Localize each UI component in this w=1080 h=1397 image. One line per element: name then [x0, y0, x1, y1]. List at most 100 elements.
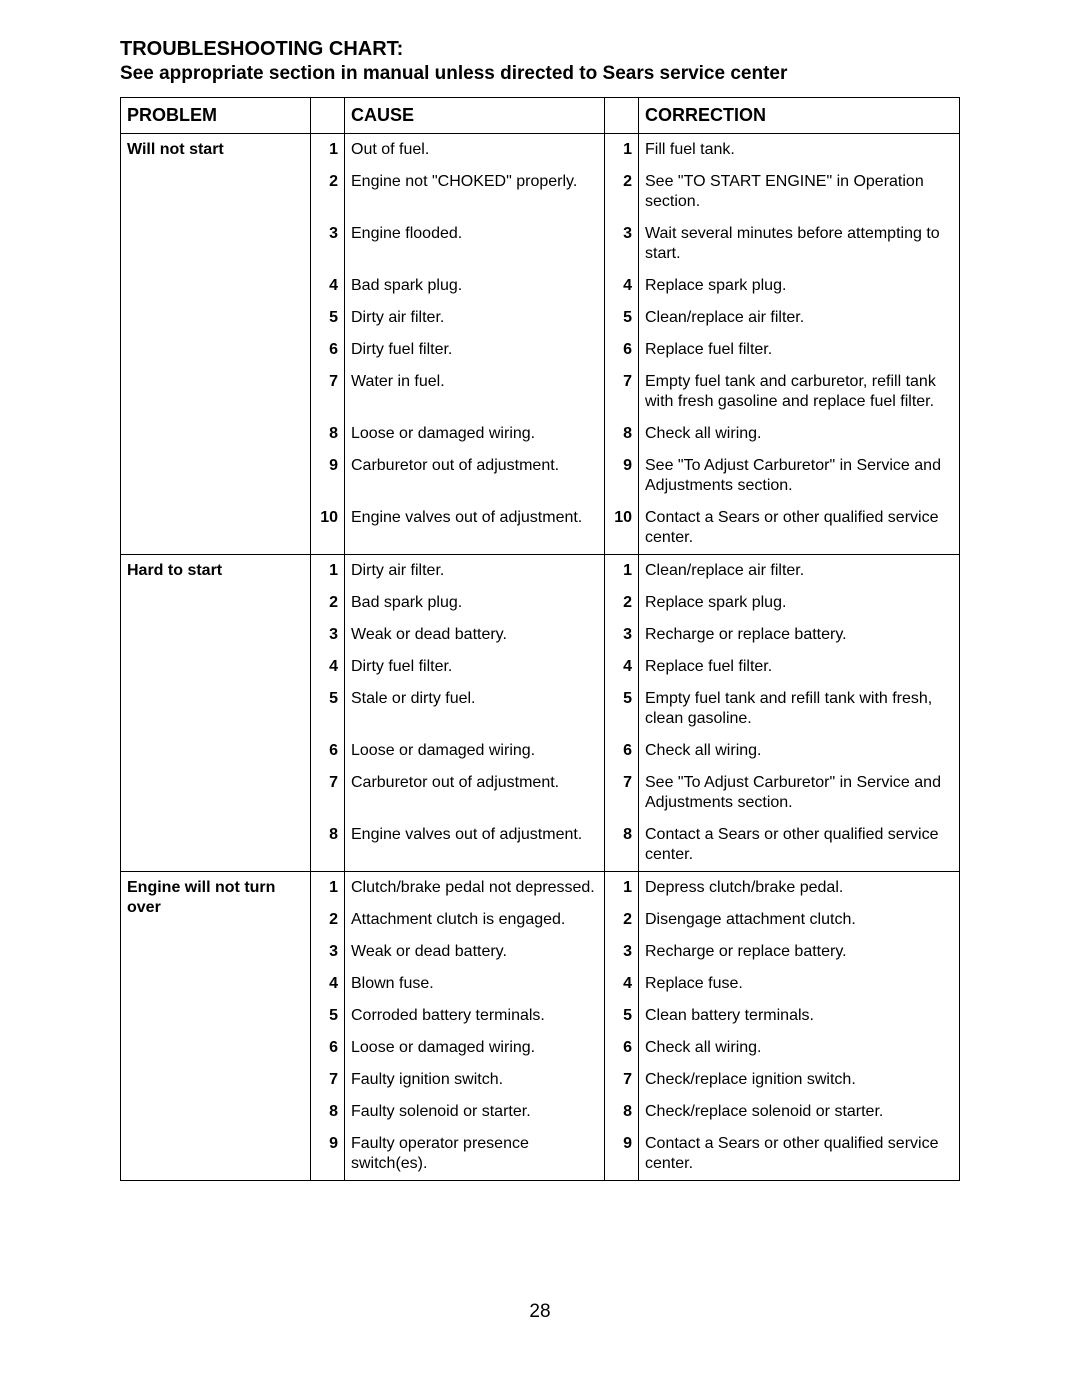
cause-number: 1 — [311, 871, 345, 904]
cause-number: 5 — [311, 1000, 345, 1032]
cause-number: 6 — [311, 1032, 345, 1064]
cause-number: 9 — [311, 1128, 345, 1181]
cause-number: 1 — [311, 554, 345, 587]
correction-number: 4 — [605, 968, 639, 1000]
cause-cell: Dirty fuel filter. — [345, 334, 605, 366]
cause-cell: Blown fuse. — [345, 968, 605, 1000]
cause-cell: Faulty operator presence switch(es). — [345, 1128, 605, 1181]
page-container: TROUBLESHOOTING CHART: See appropriate s… — [0, 0, 1080, 1363]
cause-cell: Dirty air filter. — [345, 554, 605, 587]
cause-number: 8 — [311, 1096, 345, 1128]
correction-cell: See "TO START ENGINE" in Operation secti… — [639, 166, 960, 218]
cause-cell: Out of fuel. — [345, 133, 605, 166]
correction-cell: Recharge or replace battery. — [639, 936, 960, 968]
cause-cell: Attachment clutch is engaged. — [345, 904, 605, 936]
correction-cell: Replace spark plug. — [639, 270, 960, 302]
correction-number: 5 — [605, 683, 639, 735]
cause-number: 2 — [311, 587, 345, 619]
cause-number: 4 — [311, 968, 345, 1000]
correction-number: 6 — [605, 1032, 639, 1064]
cause-number: 4 — [311, 270, 345, 302]
header-cause: CAUSE — [345, 98, 605, 134]
cause-cell: Engine flooded. — [345, 218, 605, 270]
table-row: Hard to start1Dirty air filter.1Clean/re… — [121, 554, 960, 587]
cause-number: 3 — [311, 619, 345, 651]
correction-number: 8 — [605, 819, 639, 872]
cause-cell: Bad spark plug. — [345, 587, 605, 619]
cause-cell: Engine not "CHOKED" properly. — [345, 166, 605, 218]
cause-cell: Water in fuel. — [345, 366, 605, 418]
correction-cell: Check/replace solenoid or starter. — [639, 1096, 960, 1128]
cause-number: 2 — [311, 166, 345, 218]
table-row: Will not start1Out of fuel.1Fill fuel ta… — [121, 133, 960, 166]
correction-number: 3 — [605, 936, 639, 968]
cause-number: 8 — [311, 418, 345, 450]
cause-cell: Engine valves out of adjustment. — [345, 502, 605, 555]
cause-number: 6 — [311, 735, 345, 767]
cause-cell: Dirty air filter. — [345, 302, 605, 334]
cause-number: 7 — [311, 366, 345, 418]
correction-number: 4 — [605, 651, 639, 683]
correction-cell: Recharge or replace battery. — [639, 619, 960, 651]
correction-number: 1 — [605, 133, 639, 166]
correction-number: 5 — [605, 302, 639, 334]
header-blank-right — [605, 98, 639, 134]
correction-cell: Contact a Sears or other qualified servi… — [639, 502, 960, 555]
correction-number: 8 — [605, 1096, 639, 1128]
correction-cell: Check all wiring. — [639, 735, 960, 767]
correction-cell: Check all wiring. — [639, 418, 960, 450]
table-row: Engine will not turn over1Clutch/brake p… — [121, 871, 960, 904]
troubleshooting-table: PROBLEM CAUSE CORRECTION Will not start1… — [120, 97, 960, 1181]
correction-number: 10 — [605, 502, 639, 555]
correction-cell: Replace fuel filter. — [639, 334, 960, 366]
correction-cell: See "To Adjust Carburetor" in Service an… — [639, 450, 960, 502]
correction-number: 7 — [605, 767, 639, 819]
correction-cell: Contact a Sears or other qualified servi… — [639, 1128, 960, 1181]
cause-number: 2 — [311, 904, 345, 936]
cause-cell: Faulty ignition switch. — [345, 1064, 605, 1096]
cause-number: 1 — [311, 133, 345, 166]
cause-number: 8 — [311, 819, 345, 872]
correction-cell: Contact a Sears or other qualified servi… — [639, 819, 960, 872]
table-header-row: PROBLEM CAUSE CORRECTION — [121, 98, 960, 134]
correction-cell: Depress clutch/brake pedal. — [639, 871, 960, 904]
correction-cell: Clean battery terminals. — [639, 1000, 960, 1032]
cause-cell: Loose or damaged wiring. — [345, 735, 605, 767]
correction-number: 8 — [605, 418, 639, 450]
cause-cell: Engine valves out of adjustment. — [345, 819, 605, 872]
correction-cell: Fill fuel tank. — [639, 133, 960, 166]
cause-cell: Carburetor out of adjustment. — [345, 450, 605, 502]
header-blank-left — [311, 98, 345, 134]
correction-number: 2 — [605, 166, 639, 218]
cause-number: 9 — [311, 450, 345, 502]
correction-cell: Empty fuel tank and refill tank with fre… — [639, 683, 960, 735]
correction-cell: Empty fuel tank and carburetor, refill t… — [639, 366, 960, 418]
correction-number: 9 — [605, 1128, 639, 1181]
cause-cell: Clutch/brake pedal not depressed. — [345, 871, 605, 904]
problem-cell: Will not start — [121, 133, 311, 554]
correction-number: 7 — [605, 1064, 639, 1096]
correction-number: 5 — [605, 1000, 639, 1032]
cause-number: 6 — [311, 334, 345, 366]
cause-cell: Dirty fuel filter. — [345, 651, 605, 683]
problem-cell: Hard to start — [121, 554, 311, 871]
correction-number: 4 — [605, 270, 639, 302]
correction-cell: Clean/replace air filter. — [639, 302, 960, 334]
correction-cell: Disengage attachment clutch. — [639, 904, 960, 936]
cause-number: 10 — [311, 502, 345, 555]
correction-number: 3 — [605, 218, 639, 270]
cause-number: 4 — [311, 651, 345, 683]
cause-cell: Faulty solenoid or starter. — [345, 1096, 605, 1128]
cause-number: 3 — [311, 218, 345, 270]
correction-number: 2 — [605, 904, 639, 936]
correction-number: 1 — [605, 554, 639, 587]
correction-cell: Replace spark plug. — [639, 587, 960, 619]
cause-number: 7 — [311, 1064, 345, 1096]
cause-number: 5 — [311, 683, 345, 735]
cause-cell: Bad spark plug. — [345, 270, 605, 302]
cause-cell: Stale or dirty fuel. — [345, 683, 605, 735]
cause-number: 5 — [311, 302, 345, 334]
cause-cell: Loose or damaged wiring. — [345, 1032, 605, 1064]
correction-cell: Replace fuel filter. — [639, 651, 960, 683]
correction-cell: See "To Adjust Carburetor" in Service an… — [639, 767, 960, 819]
